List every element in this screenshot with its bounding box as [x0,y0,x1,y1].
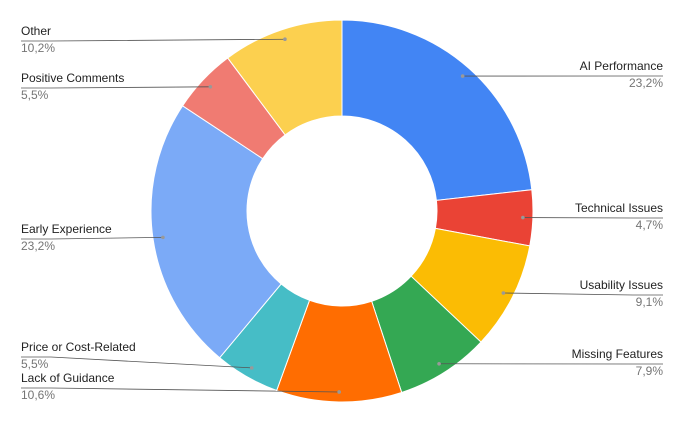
leader-dot [501,291,506,295]
slice-value: 7,9% [636,364,664,378]
leader-dot [460,74,465,78]
leader-line [21,387,340,393]
slice [341,19,533,201]
leader-line [21,356,252,369]
leader-dot [249,366,254,370]
slice-label: Positive Comments [21,71,124,85]
slice-label: Usability Issues [580,278,663,292]
slice-value: 5,5% [21,357,49,371]
leader-dot [208,84,213,89]
slice-value: 23,2% [21,239,55,253]
slice-value: 9,1% [636,295,664,309]
leader-line [503,292,663,296]
leader-dot [337,390,341,394]
slice-label: Lack of Guidance [21,371,115,385]
slice-label: Early Experience [21,222,112,236]
slice-value: 10,2% [21,41,55,55]
leader-dot [521,215,525,220]
leader-line [21,86,211,89]
slice [150,105,282,359]
leader-line [21,236,163,240]
leader-dot [161,235,165,240]
slice-label: Technical Issues [575,201,663,215]
leader-dot [283,37,287,42]
slice-label: Other [21,24,51,38]
slice-value: 23,2% [629,76,663,90]
slice-value: 10,6% [21,388,55,402]
slice-value: 5,5% [21,88,49,102]
slice-label: Missing Features [572,347,663,361]
leader-dot [437,361,441,366]
slice-label: AI Performance [580,59,664,73]
slice-value: 4,7% [636,218,664,232]
slice-label: Price or Cost-Related [21,340,136,354]
leader-line [21,38,285,42]
